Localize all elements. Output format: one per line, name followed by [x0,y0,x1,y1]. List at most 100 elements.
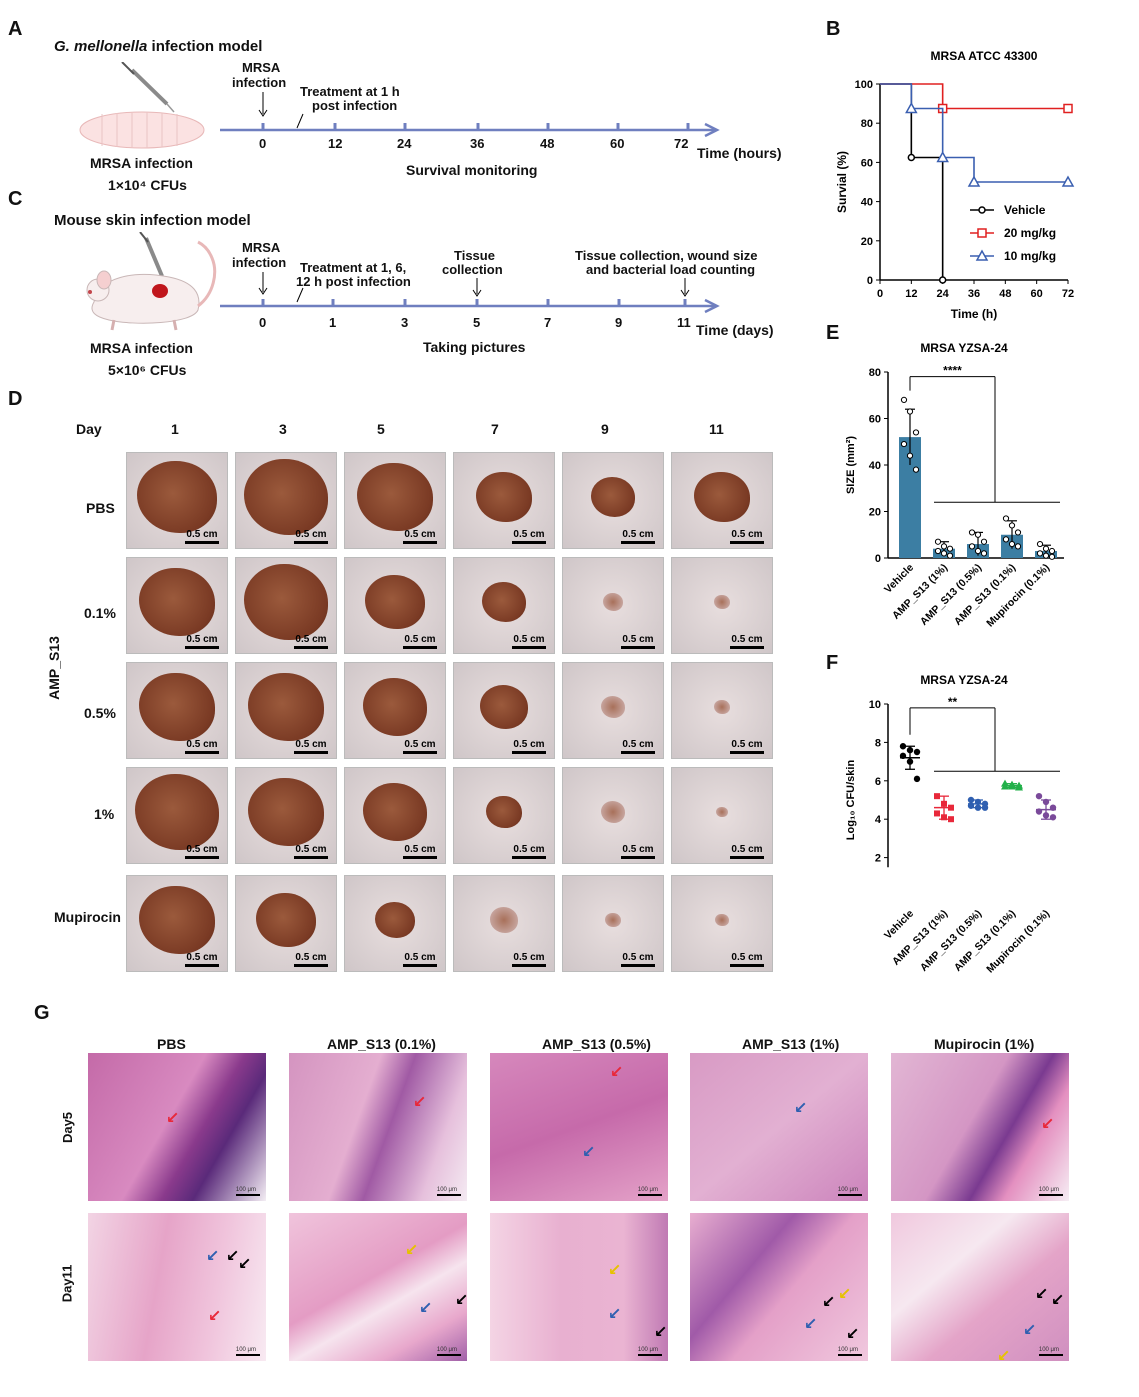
panel-letter-b: B [826,18,841,40]
group-label-amp: AMP_S13 [45,636,62,700]
panel-a-tick-72: 72 [674,136,689,151]
scale-bar-label: 0.5 cm [295,634,327,645]
annotation-arrow-icon: ↙ [846,1326,860,1343]
annotation-arrow-icon: ↙ [166,1110,180,1127]
chart-b-ytick-label: 60 [861,157,873,169]
wound-area [363,783,427,841]
panel-c-tick-1: 1 [329,315,337,330]
chart-f-point [913,775,921,783]
scale-bar: 0.5 cm [621,844,655,859]
annotation-arrow-icon: ↙ [1041,1116,1055,1133]
chart-b-xlabel: Time (h) [951,307,997,321]
histo-row-day11: Day11 [59,1264,75,1303]
wound-photo: 0.5 cm [126,662,228,759]
scale-bar: 0.5 cm [730,634,764,649]
chart-b-xtick-label: 72 [1062,288,1074,300]
panel-a-tick-36: 36 [470,136,485,151]
histology-image: ↙ ↙ 100 μm [490,1053,668,1201]
scale-bar-label: 0.5 cm [513,634,545,645]
chart-f-point [913,748,921,756]
wound-area [601,801,625,823]
wound-area [482,582,526,622]
histo-scale-label: 100 μm [637,1187,658,1193]
day-3: 3 [279,421,287,437]
panel-a-cfu: 1×10⁴ CFUs [108,177,187,193]
chart-f-point [981,804,989,811]
histo-scale-bar [838,1354,862,1356]
wound-photo: 0.5 cm [344,662,446,759]
scale-bar-label: 0.5 cm [622,529,654,540]
histo-row-day5: Day5 [60,1111,76,1144]
scale-bar: 0.5 cm [621,739,655,754]
wound-photo: 0.5 cm [344,557,446,654]
wound-area [244,564,328,640]
histo-scale-bar [437,1194,461,1196]
annotation-arrow-icon: ↙ [226,1248,240,1265]
wound-area [591,477,635,517]
scale-bar-label: 0.5 cm [513,844,545,855]
panel-c-tick-5: 5 [473,315,481,330]
chart-b-series-line [880,83,1068,110]
scale-bar-line [403,856,437,859]
wound-photo: 0.5 cm [344,767,446,864]
chart-e-point [968,529,976,536]
chart-e-point [934,538,942,545]
annotation-arrow-icon: ↙ [238,1256,252,1273]
histo-scale-label: 100 μm [837,1347,858,1353]
scale-bar-line [294,751,328,754]
chart-e-point [1048,547,1056,555]
chart-e-category-label: Mupirocin (0.1%) [984,562,1052,630]
wound-photo: 0.5 cm [562,767,664,864]
chart-b-point [936,150,949,163]
scale-bar-line [621,646,655,649]
wound-area [135,774,219,850]
wound-area [139,885,215,955]
scale-bar-label: 0.5 cm [404,529,436,540]
scale-bar-line [403,964,437,967]
scale-bar-line [185,856,219,859]
annotation-arrow-icon: ↙ [419,1300,433,1317]
scale-bar-line [403,541,437,544]
chart-e-ytick-label: 40 [869,460,881,472]
chart-b-legend-label: Vehicle [1004,203,1046,217]
chart-b-ytick-label: 40 [861,197,873,209]
chart-b-xtick-label: 0 [877,288,883,300]
row-0-1: 0.1% [84,605,116,621]
chart-e-point [940,543,948,550]
scale-bar-line [512,856,546,859]
panel-a-axis-label: Time (hours) [697,145,782,161]
scale-bar-line [730,751,764,754]
histology-image: ↙ ↙ ↙ 100 μm [490,1213,668,1361]
chart-f-category-label: Vehicle [882,908,916,942]
chart-b-legend-marker [978,206,986,214]
scale-bar: 0.5 cm [294,844,328,859]
panel-letter-g: G [34,1002,50,1024]
panel-c-tick-7: 7 [544,315,552,330]
row-1: 1% [94,806,115,822]
histo-scale-bar [236,1194,260,1196]
histo-scale-label: 100 μm [235,1347,256,1353]
day-1: 1 [171,421,179,437]
day-9: 9 [601,421,609,437]
chart-e-point [1042,545,1050,552]
scale-bar-line [294,646,328,649]
panel-letter-e: E [826,322,840,344]
scale-bar-label: 0.5 cm [295,529,327,540]
scale-bar: 0.5 cm [512,634,546,649]
histo-col-mupirocin: Mupirocin (1%) [934,1036,1035,1052]
scale-bar-label: 0.5 cm [295,952,327,963]
annotation-arrow-icon: ↙ [405,1242,419,1259]
histology-image: ↙ 100 μm [891,1053,1069,1201]
histology-image: ↙ ↙ ↙ 100 μm [289,1213,467,1361]
wound-photo: 0.5 cm [671,875,773,972]
wound-area [476,471,532,523]
scale-bar-line [512,646,546,649]
histo-scale-label: 100 μm [235,1187,256,1193]
scale-bar-line [730,964,764,967]
scale-bar: 0.5 cm [512,739,546,754]
wound-photo: 0.5 cm [671,662,773,759]
panel-letter-a: A [8,18,23,40]
chart-f-title: MRSA YZSA-24 [920,673,1008,687]
